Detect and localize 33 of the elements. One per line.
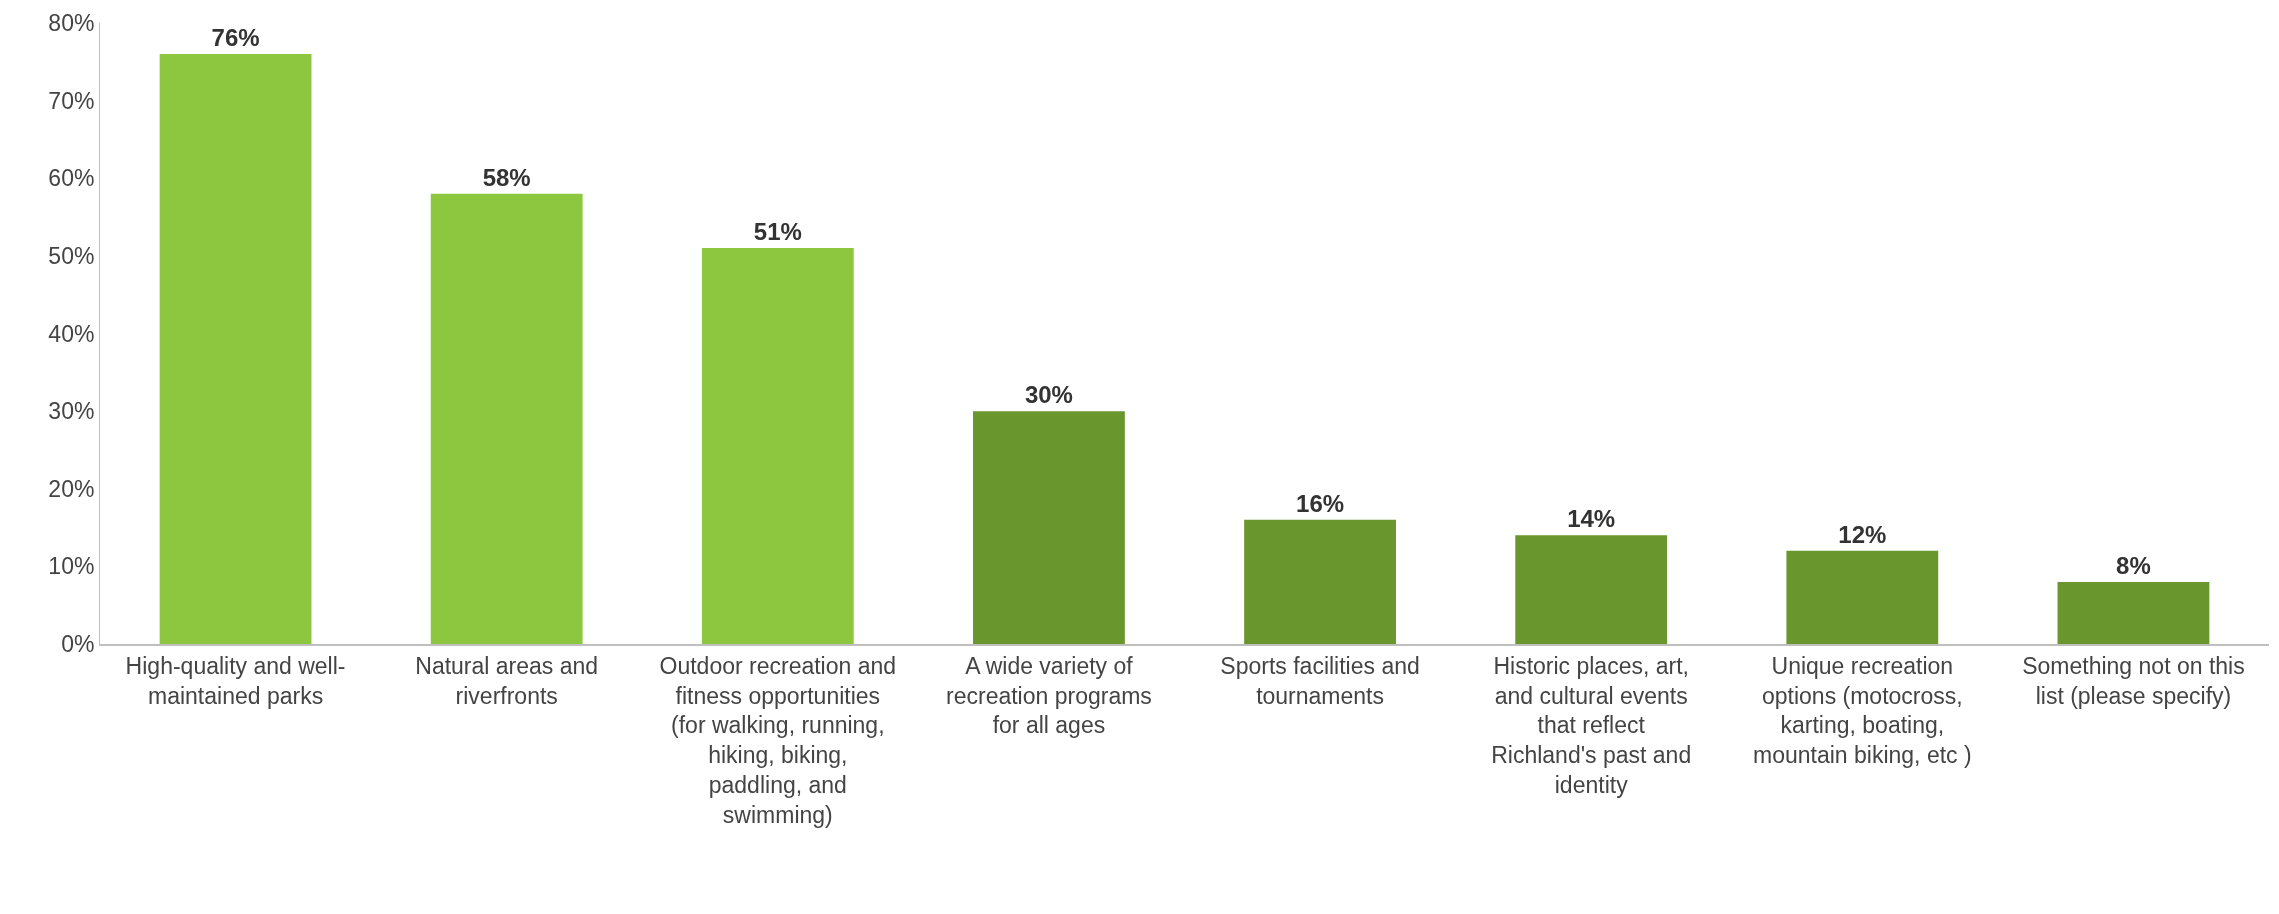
x-tick-label: A wide variety of recreation programs for all ages <box>946 652 1152 739</box>
bar <box>1786 550 1939 644</box>
x-tick-label: High-quality and well-maintained parks <box>125 652 346 709</box>
bar <box>159 54 312 644</box>
bar <box>701 248 854 644</box>
x-tick-label: Natural areas and riverfronts <box>415 652 599 709</box>
data-label: 76% <box>211 24 260 52</box>
y-tick-label: 70% <box>48 87 95 114</box>
y-tick-label: 60% <box>48 165 95 192</box>
bar <box>1515 535 1668 644</box>
bar <box>2057 581 2210 644</box>
y-tick-label: 20% <box>48 475 95 502</box>
x-tick-label: Sports facilities and tournaments <box>1220 652 1420 709</box>
data-label: 30% <box>1024 381 1073 409</box>
bar <box>973 411 1125 644</box>
x-tick-label: Historic places, art, and cultural events that reflect Richland's past and identity <box>1491 652 1692 799</box>
y-tick-label: 40% <box>48 320 95 347</box>
data-label: 14% <box>1567 505 1616 533</box>
x-tick-label: Unique recreation options (motocross, karting, boating, mountain biking, etc ) <box>1753 652 1972 769</box>
y-tick-label: 0% <box>61 631 95 658</box>
data-label: 8% <box>2116 551 2151 579</box>
x-tick-label: Outdoor recreation and fitness opportunities (for walking, running, hiking, biking, paddling, and swimming) <box>659 652 897 829</box>
y-tick-label: 50% <box>48 242 95 269</box>
data-label: 58% <box>482 163 531 191</box>
y-tick-label: 30% <box>48 398 95 425</box>
data-label: 12% <box>1838 520 1887 548</box>
y-tick-label: 80% <box>48 10 95 37</box>
bar <box>1244 519 1396 644</box>
data-label: 16% <box>1296 489 1345 517</box>
y-tick-label: 10% <box>48 553 95 580</box>
x-tick-label: Something not on this list (please specify) <box>2022 652 2245 709</box>
bar <box>430 193 583 644</box>
data-label: 51% <box>753 218 802 246</box>
